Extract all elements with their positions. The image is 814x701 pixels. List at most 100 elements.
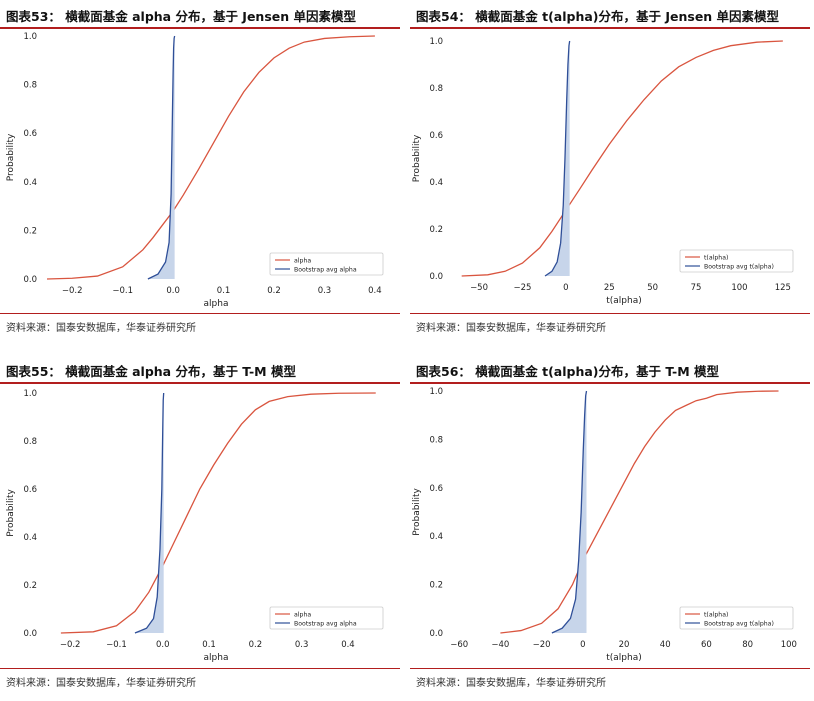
title-rule (410, 382, 810, 384)
legend-label: alpha (294, 257, 311, 264)
y-tick-label: 0.8 (429, 435, 443, 445)
y-tick-label: 0.6 (23, 129, 37, 139)
x-tick-label: −0.2 (62, 286, 83, 296)
y-tick-label: 0.2 (23, 581, 37, 591)
x-tick-label: −0.2 (60, 640, 81, 650)
y-tick-label: 0.0 (429, 629, 443, 639)
x-tick-label: −0.1 (112, 286, 133, 296)
series-line-sample (500, 390, 779, 634)
y-axis-label: Probability (412, 134, 422, 182)
y-tick-label: 0.6 (429, 131, 443, 141)
x-tick-label: 0.4 (368, 286, 382, 296)
y-tick-label: 0.4 (429, 532, 443, 542)
x-tick-label: 100 (781, 640, 797, 650)
chart-panel-55: 图表55： 横截面基金 alpha 分布，基于 T-M 模型 0.0 0.2 0.4… (0, 361, 400, 701)
y-tick-label: 1.0 (429, 387, 443, 397)
legend-box (679, 249, 794, 273)
y-tick-label: 1.0 (429, 37, 443, 47)
y-tick-label: 0.0 (23, 629, 37, 639)
x-tick-label: 0.2 (267, 286, 281, 296)
x-tick-label: 20 (619, 640, 630, 650)
y-tick-label: 0.2 (429, 581, 443, 591)
legend-box (269, 606, 384, 630)
source-note: 资料来源：国泰安数据库，华泰证券研究所 (6, 678, 196, 689)
x-tick-label: 0.4 (341, 640, 355, 650)
legend-label: t(alpha) (704, 611, 728, 618)
x-tick-label: 50 (647, 283, 658, 293)
legend-label: Bootstrap avg alpha (294, 266, 357, 273)
chart-title: 图表56： 横截面基金 t(alpha)分布，基于 T-M 模型 (416, 364, 720, 379)
legend-label: t(alpha) (704, 254, 728, 261)
series-line-sample (46, 35, 375, 280)
legend-label: alpha (294, 611, 311, 618)
series-line-bootstrap (551, 390, 588, 634)
y-tick-label: 0.8 (429, 84, 443, 94)
chart-svg-56: 0.0 0.2 0.4 0.6 0.8 1.0 −60 −40 −20 0 20 40 60 80 100 t… (412, 387, 797, 663)
x-tick-label: 100 (731, 283, 747, 293)
chart-title: 图表54： 横截面基金 t(alpha)分布，基于 Jensen 单因素模型 (416, 9, 780, 24)
x-tick-label: −0.1 (106, 640, 127, 650)
x-axis-label: t(alpha) (606, 653, 642, 663)
x-tick-label: −40 (491, 640, 509, 650)
x-tick-label: 0.3 (318, 286, 332, 296)
chart-panel-56: 图表56： 横截面基金 t(alpha)分布，基于 T-M 模型 0.0 0.2 0… (410, 361, 810, 701)
x-tick-label: 0.1 (217, 286, 231, 296)
source-note: 资料来源：国泰安数据库，华泰证券研究所 (416, 323, 606, 334)
x-tick-label: −50 (470, 283, 488, 293)
x-tick-label: 0.2 (249, 640, 263, 650)
chart-svg-55: 0.0 0.2 0.4 0.6 0.8 1.0 −0.2 −0.1 0.0 0.1 0.2 0.3 0.… (6, 389, 384, 663)
y-axis-label: Probability (6, 133, 16, 181)
x-axis-label: alpha (204, 653, 229, 663)
y-tick-label: 0.8 (23, 81, 37, 91)
chart-panel-54: 图表54： 横截面基金 t(alpha)分布，基于 Jensen 单因素模型 0… (410, 6, 810, 346)
source-note: 资料来源：国泰安数据库，华泰证券研究所 (416, 678, 606, 689)
y-tick-label: 1.0 (23, 389, 37, 399)
x-axis-label: alpha (204, 299, 229, 309)
x-tick-label: 125 (775, 283, 791, 293)
x-axis-label: t(alpha) (606, 296, 642, 306)
legend-label: Bootstrap avg alpha (294, 620, 357, 627)
series-line-sample (60, 392, 376, 634)
x-tick-label: 75 (691, 283, 702, 293)
x-tick-label: 80 (742, 640, 753, 650)
chart-title: 图表55： 横截面基金 alpha 分布，基于 T-M 模型 (6, 364, 296, 379)
source-rule (410, 313, 810, 314)
y-tick-label: 0.6 (429, 484, 443, 494)
bootstrap-fill-area (545, 41, 570, 276)
series-line-bootstrap (134, 392, 165, 634)
series-line-sample (461, 40, 783, 277)
y-tick-label: 0.8 (23, 437, 37, 447)
chart-svg-54: 0.0 0.2 0.4 0.6 0.8 1.0 −50 −25 0 25 50 75 100 125 t(a… (412, 37, 794, 306)
x-tick-label: 0 (563, 283, 568, 293)
y-tick-label: 0.6 (23, 485, 37, 495)
chart-panel-53: 图表53： 横截面基金 alpha 分布，基于 Jensen 单因素模型 0.0… (0, 6, 400, 346)
x-tick-label: 0.1 (202, 640, 216, 650)
chart-title: 图表53： 横截面基金 alpha 分布，基于 Jensen 单因素模型 (6, 9, 357, 24)
source-rule (410, 668, 810, 669)
x-tick-label: 60 (701, 640, 712, 650)
series-line-bootstrap (544, 40, 571, 277)
x-tick-label: 0.3 (295, 640, 309, 650)
y-tick-label: 0.2 (23, 226, 37, 236)
title-rule (0, 382, 400, 384)
y-tick-label: 1.0 (23, 32, 37, 42)
y-tick-label: 0.0 (429, 272, 443, 282)
source-note: 资料来源：国泰安数据库，华泰证券研究所 (6, 323, 196, 334)
title-rule (0, 27, 400, 29)
source-rule (0, 668, 400, 669)
bootstrap-fill-area (134, 393, 164, 633)
y-tick-label: 0.4 (23, 178, 37, 188)
bootstrap-fill-area (147, 36, 175, 279)
y-tick-label: 0.2 (429, 225, 443, 235)
x-tick-label: 25 (604, 283, 615, 293)
legend-label: Bootstrap avg t(alpha) (704, 620, 774, 627)
y-tick-label: 0.4 (23, 533, 37, 543)
series-line-bootstrap (147, 35, 176, 280)
legend-box (679, 606, 794, 630)
x-tick-label: −60 (450, 640, 468, 650)
chart-svg-53: 0.0 0.2 0.4 0.6 0.8 1.0 −0.2 −0.1 0.0 0.1 0.2 0.3 0.… (6, 32, 384, 309)
x-tick-label: −25 (513, 283, 531, 293)
y-axis-label: Probability (6, 489, 16, 537)
y-tick-label: 0.0 (23, 275, 37, 285)
x-tick-label: 0.0 (166, 286, 180, 296)
